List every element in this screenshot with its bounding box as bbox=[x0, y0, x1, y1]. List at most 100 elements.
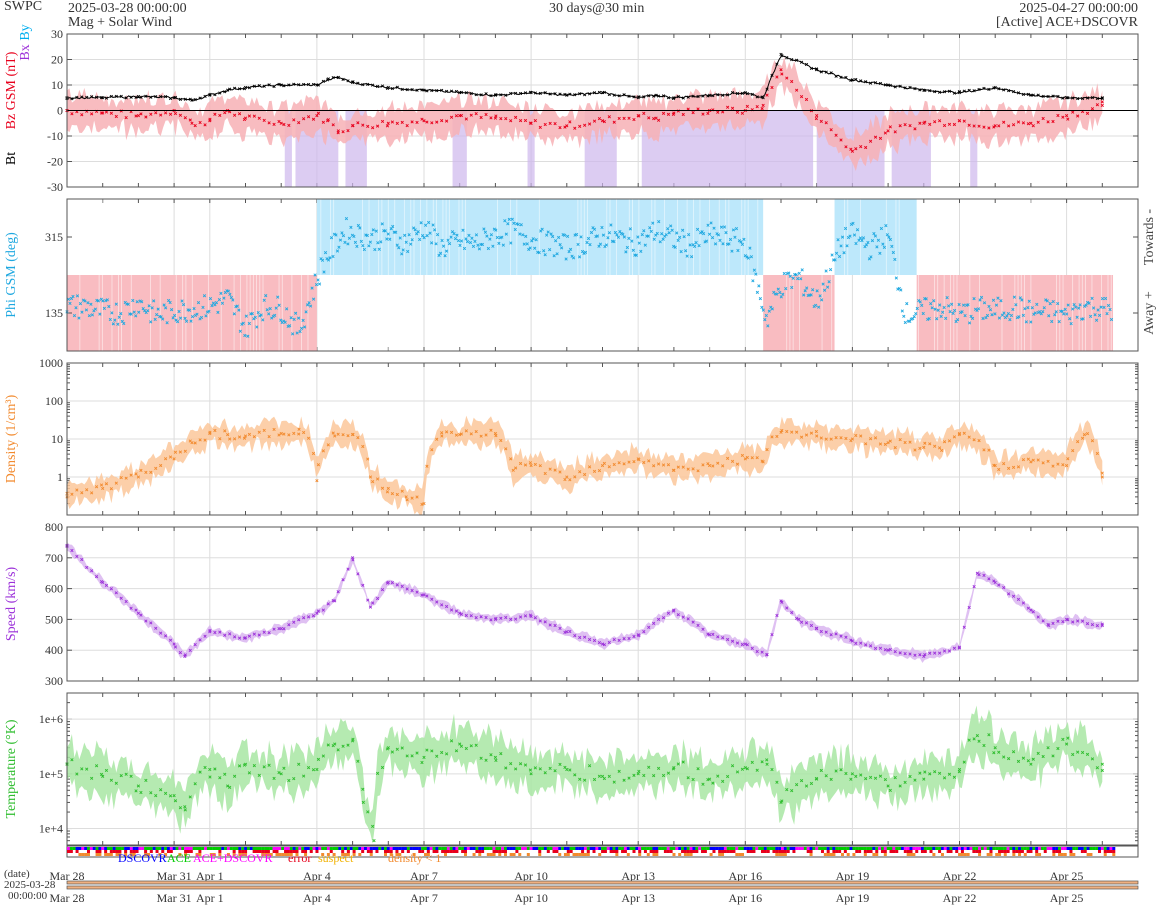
quality-mark bbox=[292, 850, 296, 853]
data-point bbox=[96, 299, 100, 303]
data-point bbox=[1076, 750, 1080, 754]
data-point bbox=[188, 795, 192, 799]
quality-mark bbox=[820, 850, 824, 853]
data-point bbox=[898, 84, 902, 88]
series-speed bbox=[65, 542, 1104, 663]
quality-mark bbox=[826, 853, 830, 856]
source-mark bbox=[883, 847, 887, 850]
y-label-density: Density (1/cm³) bbox=[4, 394, 19, 483]
data-point bbox=[643, 243, 647, 247]
data-point bbox=[1046, 746, 1050, 750]
data-point bbox=[404, 495, 408, 499]
data-point bbox=[124, 599, 128, 604]
data-point bbox=[752, 268, 756, 272]
data-point bbox=[600, 119, 605, 123]
quality-mark bbox=[315, 850, 319, 853]
data-point bbox=[119, 311, 123, 316]
source-mark bbox=[384, 847, 388, 850]
data-point bbox=[815, 627, 819, 631]
quality-mark bbox=[978, 853, 982, 856]
quality-mark bbox=[1109, 850, 1113, 853]
data-point bbox=[595, 234, 600, 238]
quality-mark bbox=[538, 853, 542, 856]
source-mark bbox=[535, 847, 539, 850]
data-point bbox=[815, 434, 819, 438]
source-mark bbox=[246, 847, 250, 850]
source-mark bbox=[166, 847, 170, 850]
quality-mark bbox=[284, 853, 288, 856]
data-point bbox=[583, 472, 587, 477]
data-point bbox=[770, 767, 774, 772]
data-point bbox=[518, 615, 523, 619]
quality-mark bbox=[155, 850, 159, 853]
quality-mark bbox=[726, 850, 730, 853]
data-point bbox=[405, 88, 409, 92]
source-mark bbox=[266, 847, 270, 850]
source-mark bbox=[352, 847, 356, 850]
quality-mark bbox=[655, 853, 659, 856]
source-mark bbox=[918, 847, 922, 850]
data-point bbox=[203, 765, 207, 770]
quality-mark bbox=[1112, 853, 1116, 856]
source-mark bbox=[1083, 847, 1087, 850]
data-point bbox=[652, 621, 656, 626]
quality-mark bbox=[809, 850, 813, 853]
data-point bbox=[613, 230, 618, 235]
data-point bbox=[514, 767, 518, 771]
data-point bbox=[104, 110, 109, 114]
data-point bbox=[559, 246, 564, 250]
quality-mark bbox=[255, 850, 259, 853]
quality-mark bbox=[712, 850, 716, 853]
data-point bbox=[326, 443, 330, 447]
data-point bbox=[1100, 471, 1104, 475]
data-point bbox=[84, 308, 89, 312]
data-point bbox=[136, 113, 141, 118]
quality-mark bbox=[86, 853, 90, 856]
x-tick-label: Mar 31 bbox=[157, 869, 192, 883]
data-point bbox=[779, 430, 783, 434]
data-point bbox=[923, 770, 927, 774]
source-mark bbox=[84, 847, 88, 850]
data-point bbox=[615, 233, 619, 237]
source-mark bbox=[603, 847, 607, 850]
data-point bbox=[666, 463, 671, 467]
data-point bbox=[175, 320, 180, 324]
data-point bbox=[632, 773, 636, 777]
data-point bbox=[701, 463, 705, 467]
data-point bbox=[375, 477, 380, 481]
data-point bbox=[749, 255, 754, 259]
data-point bbox=[692, 244, 697, 248]
source-mark bbox=[189, 847, 193, 850]
data-point bbox=[75, 772, 79, 776]
data-point bbox=[908, 85, 912, 90]
data-point bbox=[484, 112, 488, 117]
density-panel-frame bbox=[66, 362, 1139, 516]
data-point bbox=[109, 778, 113, 782]
data-point bbox=[866, 240, 870, 245]
source-mark bbox=[109, 847, 113, 850]
data-point bbox=[542, 249, 546, 253]
data-point bbox=[568, 768, 572, 772]
data-point bbox=[612, 120, 616, 124]
data-point bbox=[85, 95, 89, 100]
y-tick-label: 1e+5 bbox=[39, 767, 63, 781]
quality-mark bbox=[518, 853, 522, 856]
data-point bbox=[955, 317, 960, 322]
towards-sector-band bbox=[834, 199, 917, 275]
source-mark bbox=[969, 847, 973, 850]
data-point bbox=[1090, 623, 1095, 627]
quality-mark bbox=[352, 853, 356, 856]
data-point bbox=[799, 94, 804, 99]
data-point bbox=[366, 598, 370, 602]
quality-mark bbox=[441, 850, 445, 853]
quality-mark bbox=[1015, 850, 1019, 853]
data-point bbox=[1056, 462, 1060, 466]
data-point bbox=[903, 780, 907, 785]
source-mark bbox=[938, 847, 942, 850]
end-time-label: 2025-04-27 00:00:00 bbox=[1019, 1, 1138, 16]
data-point bbox=[637, 769, 641, 774]
quality-mark bbox=[835, 850, 839, 853]
source-mark bbox=[369, 847, 373, 850]
source-mark bbox=[601, 847, 605, 850]
quality-mark bbox=[498, 850, 502, 853]
